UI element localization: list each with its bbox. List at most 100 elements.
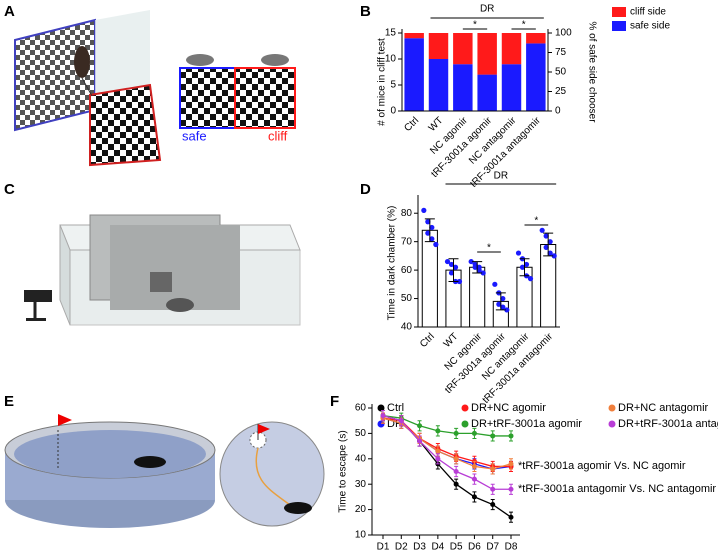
- data-point: [519, 264, 526, 270]
- significance-label: *: [522, 20, 526, 31]
- x-tick-label: D5: [450, 542, 463, 553]
- data-point: [504, 307, 510, 313]
- data-point: [543, 233, 549, 239]
- panel-label: E: [4, 393, 14, 410]
- bar-segment: [477, 33, 497, 75]
- x-tick-label: D1: [377, 542, 390, 553]
- series-point: [435, 428, 441, 434]
- cliff-label: cliff: [268, 128, 288, 143]
- data-point: [480, 270, 486, 276]
- y2-tick-label: 25: [555, 86, 567, 97]
- bar-segment: [428, 59, 449, 111]
- significance-label: *: [534, 216, 538, 227]
- legend-label: safe side: [630, 21, 670, 32]
- y2-tick-label: 50: [555, 67, 567, 78]
- data-point: [468, 258, 474, 265]
- y-tick-label: 10: [385, 54, 397, 65]
- y-tick-label: 50: [401, 293, 413, 304]
- data-point: [539, 227, 545, 233]
- data-point: [472, 264, 478, 270]
- series-point: [471, 494, 477, 500]
- data-point: [543, 244, 549, 250]
- legend-swatch: [612, 21, 626, 31]
- series-point: [453, 456, 459, 462]
- bar-segment: [526, 43, 546, 111]
- data-point: [496, 301, 502, 307]
- panel-label: A: [4, 3, 15, 20]
- error-bar: [472, 261, 483, 274]
- error-bar: [448, 258, 459, 282]
- series-point: [471, 463, 477, 469]
- x-tick-label: D4: [431, 542, 444, 553]
- series-point: [471, 430, 477, 436]
- axis-title: % of safe side chooser: [586, 21, 597, 123]
- legend-swatch: [612, 7, 626, 17]
- bar-segment: [526, 33, 546, 44]
- x-tick-label: Ctrl: [402, 115, 421, 134]
- data-point: [425, 219, 431, 225]
- bar-segment: [404, 38, 424, 112]
- series-point: [453, 481, 459, 487]
- series-point: [490, 433, 496, 439]
- y-tick-label: 20: [355, 504, 367, 515]
- bar-segment: [404, 33, 424, 39]
- data-point: [452, 264, 459, 270]
- series-line: [382, 414, 511, 437]
- axis-title: # of mice in cliff test: [377, 38, 388, 126]
- series-line: [382, 414, 511, 490]
- y2-tick-label: 75: [555, 47, 567, 58]
- maze-illustration: [4, 414, 325, 528]
- data-point: [523, 261, 530, 268]
- series-point: [417, 423, 423, 429]
- y-tick-label: 80: [401, 208, 413, 219]
- group-label: DR: [494, 171, 508, 182]
- y-tick-label: 15: [385, 28, 397, 39]
- data-point: [476, 267, 482, 273]
- group-label: DR: [480, 4, 494, 15]
- data-point: [429, 236, 435, 242]
- data-point: [492, 281, 498, 287]
- y-tick-label: 60: [355, 403, 367, 414]
- legend-label: Ctrl: [387, 402, 404, 414]
- data-point: [433, 241, 439, 248]
- legend-label: DR+tRF-3001a antagomir: [618, 418, 718, 430]
- bar-segment: [501, 64, 522, 111]
- y-tick-label: 0: [390, 106, 396, 117]
- data-point: [444, 258, 451, 265]
- bar: [469, 266, 486, 328]
- x-tick-label: D6: [468, 542, 481, 553]
- series-point: [508, 461, 514, 467]
- box-illustration: [24, 214, 301, 326]
- data-point: [551, 253, 557, 259]
- series-point: [435, 448, 441, 454]
- error-bar: [424, 218, 435, 243]
- legend-label: DR+NC antagomir: [618, 402, 709, 414]
- bar-segment: [453, 33, 473, 65]
- panel-label: B: [360, 3, 371, 20]
- data-point: [515, 250, 522, 256]
- data-point: [547, 239, 553, 245]
- x-tick-label: D8: [505, 542, 518, 553]
- panel-label: F: [330, 393, 339, 410]
- significance-label: *: [487, 243, 491, 254]
- data-point: [421, 207, 427, 213]
- error-bar: [543, 232, 554, 257]
- annotation: *tRF-3001a antagomir Vs. NC antagomir: [518, 483, 716, 495]
- series-point: [471, 476, 477, 482]
- axis-title: Time in dark chamber (%): [387, 206, 398, 321]
- series-point: [508, 514, 514, 520]
- data-point: [500, 304, 506, 310]
- legend-marker: [608, 420, 616, 428]
- bar-segment: [453, 64, 473, 111]
- data-point: [425, 230, 431, 236]
- bar-segment: [428, 33, 449, 59]
- legend-marker: [377, 404, 385, 412]
- bar-segment: [501, 33, 522, 65]
- panel-label: D: [360, 181, 371, 198]
- error-bar: [495, 292, 506, 311]
- x-tick-label: D7: [486, 542, 499, 553]
- data-point: [456, 278, 463, 285]
- series-point: [490, 502, 496, 508]
- data-point: [500, 295, 506, 302]
- series-point: [453, 430, 459, 436]
